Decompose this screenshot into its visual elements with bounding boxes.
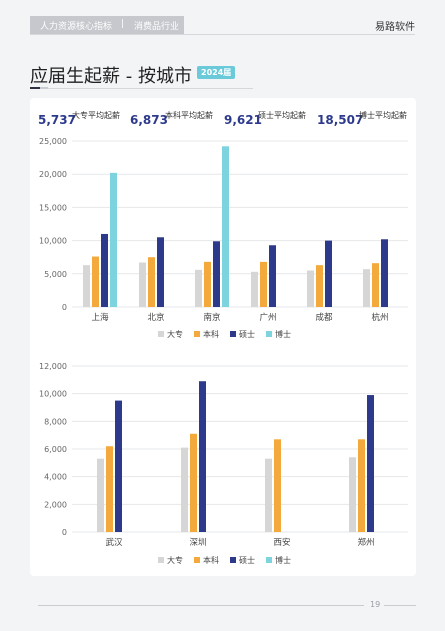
stat-value: 5,737: [38, 113, 76, 127]
bar: [363, 269, 370, 307]
stat-label: 本科平均起薪: [165, 111, 213, 120]
legend-swatch: [230, 557, 236, 563]
stat-value: 9,621: [224, 113, 262, 127]
bar: [316, 265, 323, 307]
bar: [213, 241, 220, 307]
bar: [307, 270, 314, 307]
stat-label: 博士平均起薪: [359, 111, 407, 120]
legend-label: 硕士: [239, 555, 255, 565]
bar: [97, 458, 104, 532]
y-tick-label: 15,000: [39, 203, 67, 212]
bar: [274, 439, 281, 532]
legend-label: 硕士: [239, 329, 255, 339]
x-tick-label: 西安: [273, 537, 290, 548]
legend-label: 本科: [203, 555, 219, 565]
y-tick-label: 10,000: [39, 390, 67, 399]
x-tick-label: 武汉: [105, 537, 123, 548]
bar: [204, 261, 211, 307]
bar: [349, 457, 356, 532]
legend-label: 博士: [275, 555, 291, 565]
footer-divider-right: [384, 605, 416, 606]
x-tick-label: 杭州: [371, 312, 388, 323]
y-tick-label: 20,000: [39, 170, 67, 179]
legend-label: 本科: [203, 329, 219, 339]
legend-label: 大专: [167, 329, 183, 339]
x-tick-label: 上海: [91, 312, 109, 323]
bar: [381, 239, 388, 307]
section-tag: 人力资源核心指标 | 消费品行业: [30, 16, 184, 34]
brand-name: 易路软件: [375, 22, 415, 33]
y-tick-label: 4,000: [44, 473, 67, 482]
bar: [115, 400, 122, 532]
legend-label: 博士: [275, 329, 291, 339]
bar: [222, 146, 229, 307]
bar: [139, 262, 146, 307]
y-tick-label: 12,000: [39, 362, 67, 371]
bar: [372, 263, 379, 307]
bar: [110, 172, 117, 307]
bar: [358, 439, 365, 532]
bar: [265, 458, 272, 532]
x-tick-label: 南京: [203, 312, 220, 323]
stat-value: 6,873: [130, 113, 168, 127]
bar: [106, 446, 113, 532]
page-number: 19: [370, 600, 381, 609]
y-tick-label: 25,000: [39, 137, 67, 146]
stat-label: 大专平均起薪: [72, 111, 120, 120]
footer-divider-left: [38, 605, 364, 606]
y-tick-label: 8,000: [44, 417, 67, 426]
bar: [190, 433, 197, 532]
legend-swatch: [158, 331, 164, 337]
year-badge: 2024届: [197, 66, 236, 79]
section-industry: 消费品行业: [134, 22, 180, 32]
bar: [251, 271, 258, 307]
bar: [195, 269, 202, 307]
page-title: 应届生起薪 - 按城市: [30, 66, 192, 87]
y-tick-label: 6,000: [44, 445, 67, 454]
y-tick-label: 2,000: [44, 500, 67, 509]
legend-swatch: [194, 557, 200, 563]
title-underline-secondary: [40, 87, 48, 89]
header-divider: [30, 34, 415, 35]
x-tick-label: 深圳: [189, 537, 206, 548]
stat-value: 18,507: [317, 113, 364, 127]
legend-swatch: [194, 331, 200, 337]
section-separator: |: [121, 19, 125, 29]
bar: [92, 256, 99, 307]
legend-swatch: [230, 331, 236, 337]
y-tick-label: 10,000: [39, 237, 67, 246]
bar: [157, 237, 164, 307]
y-tick-label: 0: [62, 303, 67, 312]
title-underline: [48, 88, 253, 89]
x-tick-label: 郑州: [357, 537, 374, 548]
bar: [367, 395, 374, 532]
bar: [325, 240, 332, 307]
bar: [181, 447, 188, 532]
x-tick-label: 广州: [259, 312, 276, 323]
y-tick-label: 0: [62, 528, 67, 537]
y-tick-label: 5,000: [44, 270, 67, 279]
bar: [148, 257, 155, 307]
bar: [101, 233, 108, 307]
bar: [269, 245, 276, 307]
bar: [199, 381, 206, 532]
legend-swatch: [266, 557, 272, 563]
section-category: 人力资源核心指标: [40, 22, 113, 32]
bar: [260, 261, 267, 307]
title-underline-accent: [30, 87, 40, 89]
bar: [83, 265, 90, 307]
stat-label: 硕士平均起薪: [258, 111, 306, 120]
legend-label: 大专: [167, 555, 183, 565]
legend-swatch: [266, 331, 272, 337]
legend-swatch: [158, 557, 164, 563]
x-tick-label: 成都: [315, 312, 333, 323]
x-tick-label: 北京: [147, 312, 164, 323]
